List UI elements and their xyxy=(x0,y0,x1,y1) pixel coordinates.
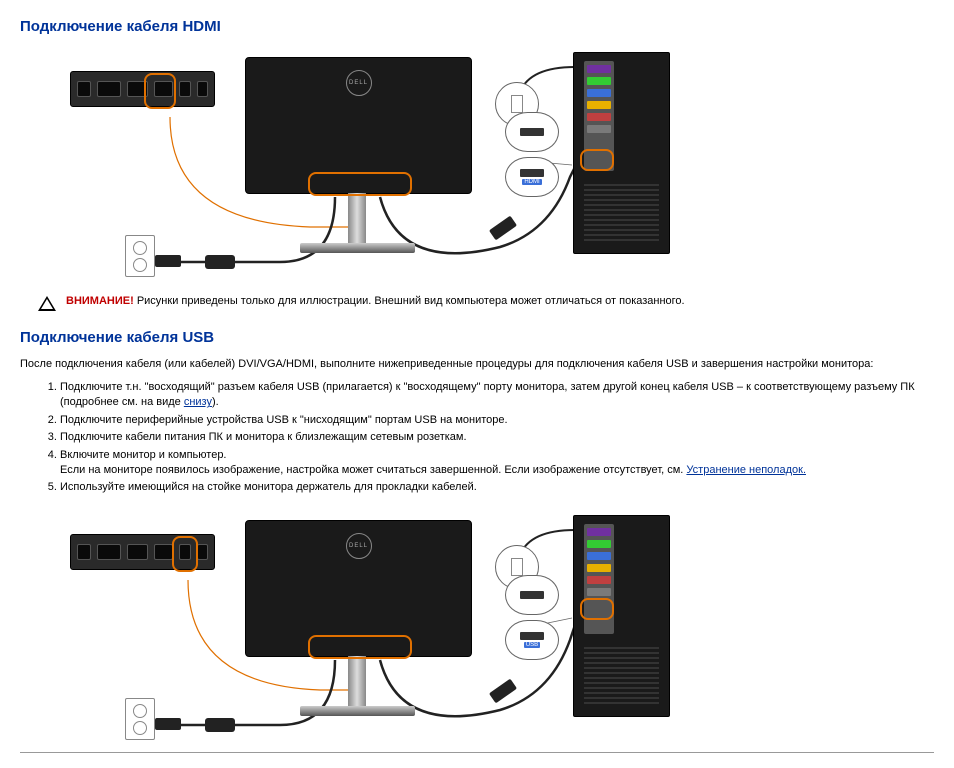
port-audio-2 xyxy=(197,544,208,560)
intro-usb: После подключения кабеля (или кабелей) D… xyxy=(20,358,934,370)
hdmi-tag: HDMI xyxy=(522,179,541,185)
callout-hdmi-cable: HDMI xyxy=(505,157,559,197)
step-4a: Включите монитор и компьютер. xyxy=(60,449,227,461)
monitor-stand-base-2 xyxy=(300,706,415,716)
section-divider xyxy=(20,752,934,753)
attention-label: ВНИМАНИЕ! xyxy=(66,295,134,307)
monitor-stand-neck-2 xyxy=(348,656,366,708)
port-dvi xyxy=(97,81,121,97)
pc-grille xyxy=(584,181,659,241)
port-dvi-2 xyxy=(97,544,121,560)
port-vga-2 xyxy=(127,544,148,560)
power-plug xyxy=(155,255,181,267)
diagram-usb: DELL USB xyxy=(70,510,670,740)
step-1: Подключите т.н. "восходящий" разъем кабе… xyxy=(60,380,934,411)
pc-grille-2 xyxy=(584,644,659,704)
step-4: Включите монитор и компьютер. Если на мо… xyxy=(60,448,934,479)
attention-text: Рисунки приведены только для иллюстрации… xyxy=(134,295,685,307)
power-brick xyxy=(205,255,235,269)
usb-connector-end xyxy=(489,678,517,703)
highlight-monitor-ports-2 xyxy=(308,635,412,659)
power-brick-2 xyxy=(205,718,235,732)
monitor-logo: DELL xyxy=(346,70,372,96)
port-power xyxy=(77,81,91,97)
port-power-2 xyxy=(77,544,91,560)
port-audio xyxy=(197,81,208,97)
step-3: Подключите кабели питания ПК и монитора … xyxy=(60,430,934,445)
heading-usb: Подключение кабеля USB xyxy=(20,329,934,346)
wall-outlet xyxy=(125,235,155,277)
heading-hdmi: Подключение кабеля HDMI xyxy=(20,18,934,35)
monitor-stand-neck xyxy=(348,193,366,245)
step-2: Подключите периферийные устройства USB к… xyxy=(60,413,934,428)
step-5: Используйте имеющийся на стойке монитора… xyxy=(60,480,934,495)
power-plug-2 xyxy=(155,718,181,730)
monitor-stand-base xyxy=(300,243,415,253)
warning-icon xyxy=(38,296,56,311)
attention-note: ВНИМАНИЕ! Рисунки приведены только для и… xyxy=(38,295,934,311)
port-usb-up xyxy=(179,81,191,97)
step-4b: Если на мониторе появилось изображение, … xyxy=(60,464,686,476)
highlight-hdmi-port xyxy=(144,73,176,109)
monitor-ports-closeup xyxy=(70,71,215,107)
hdmi-connector-end xyxy=(489,216,517,241)
steps-list: Подключите т.н. "восходящий" разъем кабе… xyxy=(20,380,934,496)
callout-pc-power-plug-2 xyxy=(505,575,559,615)
callout-usb-cable: USB xyxy=(505,620,559,660)
step-1b: ). xyxy=(212,396,219,408)
monitor-logo-2: DELL xyxy=(346,533,372,559)
highlight-monitor-ports xyxy=(308,172,412,196)
wall-outlet-2 xyxy=(125,698,155,740)
highlight-usb-port xyxy=(172,536,198,572)
usb-tag: USB xyxy=(524,642,540,648)
diagram-hdmi: DELL HDMI xyxy=(70,47,670,277)
callout-pc-power-plug xyxy=(505,112,559,152)
port-hdmi-2 xyxy=(154,544,173,560)
highlight-pc-hdmi xyxy=(580,149,614,171)
link-bottom-view[interactable]: снизу xyxy=(184,396,212,408)
highlight-pc-usb xyxy=(580,598,614,620)
link-troubleshooting[interactable]: Устранение неполадок. xyxy=(686,464,806,476)
